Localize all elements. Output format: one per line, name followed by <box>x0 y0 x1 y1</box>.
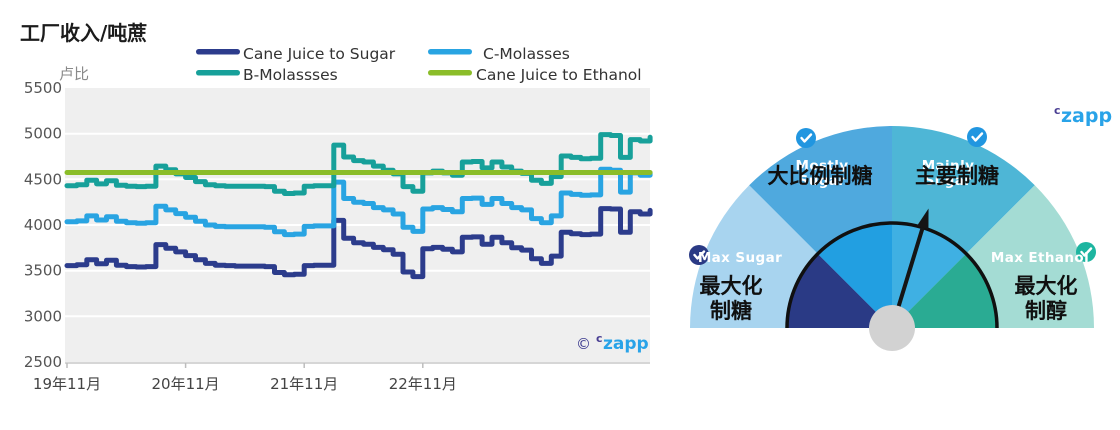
czapp-logo: c zapp <box>1054 104 1112 127</box>
legend-label-cane-juice-to-sugar: Cane Juice to Sugar <box>243 45 396 63</box>
gauge-hub <box>869 305 915 351</box>
gauge-inner-segment-max-ethanol <box>892 253 997 328</box>
label-en-mainly-2: Sugar <box>925 173 972 189</box>
label-en-mostly-1: Mostly <box>795 158 848 174</box>
label-en-mainly-1: Mainly <box>922 158 975 174</box>
copyright-icon: © <box>576 335 591 353</box>
production-mix-gauge-panel: Max Sugar Mostly Sugar Mainly Sugar Max … <box>660 0 1120 426</box>
x-tick: 19年11月 <box>33 375 101 393</box>
label-zh-mainly-sugar: 主要制糖 <box>915 164 999 188</box>
czapp-logo-c: c <box>596 332 603 345</box>
czapp-logo-text: zapp <box>603 334 649 354</box>
legend-swatch-b-molassses <box>196 70 240 76</box>
production-mix-gauge: Max Sugar Mostly Sugar Mainly Sugar Max … <box>689 104 1112 351</box>
legend-swatch-cane-juice-to-ethanol <box>428 70 472 76</box>
check-icon <box>800 133 813 143</box>
y-tick: 4000 <box>24 216 62 234</box>
x-tick: 20年11月 <box>152 375 220 393</box>
series-lines <box>64 132 653 280</box>
revenue-chart-panel: 工厂收入/吨蔗 卢比 Cane Juice to Sugar C-Molasse… <box>20 21 653 393</box>
label-zh-max-sugar-2: 制糖 <box>710 299 752 323</box>
series-line-cane-juice-to-sugar <box>64 206 653 280</box>
label-zh-max-sugar-1: 最大化 <box>700 274 763 298</box>
y-tick: 2500 <box>24 353 62 371</box>
label-en-max-ethanol: Max Ethanol <box>991 250 1089 266</box>
check-icon <box>971 132 984 142</box>
gauge-inner-segment-max-sugar <box>787 253 892 328</box>
check-badge-max-sugar <box>689 245 709 265</box>
label-en-mostly-2: Sugar <box>799 173 846 189</box>
check-badge-mostly-sugar <box>796 128 816 148</box>
gridlines <box>65 132 650 318</box>
gauge-inner-ring <box>787 223 997 328</box>
y-tick-labels: 5500 5000 4500 4000 3500 3000 2500 <box>24 79 62 371</box>
needle-arrowhead <box>916 208 929 230</box>
check-badge-mainly-sugar <box>967 127 987 147</box>
check-badge-max-ethanol <box>1076 242 1096 262</box>
y-tick: 3000 <box>24 307 62 325</box>
y-axis-unit-label: 卢比 <box>59 65 89 83</box>
y-tick: 3500 <box>24 262 62 280</box>
legend-label-cane-juice-to-ethanol: Cane Juice to Ethanol <box>476 66 642 84</box>
y-tick: 5500 <box>24 79 62 97</box>
label-zh-mostly-sugar: 大比例制糖 <box>768 164 873 188</box>
series-line-c-molasses <box>64 166 653 238</box>
x-axis-ticks <box>66 363 424 368</box>
chart-title: 工厂收入/吨蔗 <box>20 21 147 45</box>
label-zh-max-ethanol-2: 制醇 <box>1025 299 1067 323</box>
check-icon <box>693 250 706 260</box>
x-tick: 21年11月 <box>270 375 338 393</box>
gauge-inner-segment-mainly-sugar <box>892 223 967 328</box>
y-tick: 5000 <box>24 125 62 143</box>
series-line-b-molassses <box>64 132 653 196</box>
revenue-line-chart: 工厂收入/吨蔗 卢比 Cane Juice to Sugar C-Molasse… <box>20 21 653 393</box>
czapp-logo-text: zapp <box>1061 105 1112 127</box>
label-zh-max-ethanol-1: 最大化 <box>1015 274 1078 298</box>
legend-label-b-molassses: B-Molassses <box>243 66 338 84</box>
x-tick-labels: 19年11月 20年11月 21年11月 22年11月 <box>33 375 457 393</box>
gauge-inner-segment-mostly-sugar <box>817 223 892 328</box>
chart-legend: Cane Juice to Sugar C-Molasses B-Molasss… <box>196 45 642 84</box>
gauge-labels: Max Sugar Mostly Sugar Mainly Sugar Max … <box>698 158 1089 323</box>
label-en-max-sugar: Max Sugar <box>698 250 782 266</box>
copyright-watermark: © c zapp <box>576 332 649 354</box>
czapp-logo-c: c <box>1054 104 1061 117</box>
legend-label-c-molasses: C-Molasses <box>483 45 570 63</box>
y-tick: 4500 <box>24 170 62 188</box>
gauge-badges <box>689 127 1096 265</box>
inner-arc-outline <box>785 221 999 329</box>
legend-swatch-c-molasses <box>428 49 472 55</box>
check-icon <box>1080 247 1093 257</box>
x-tick: 22年11月 <box>389 375 457 393</box>
legend-swatch-cane-juice-to-sugar <box>196 49 240 55</box>
